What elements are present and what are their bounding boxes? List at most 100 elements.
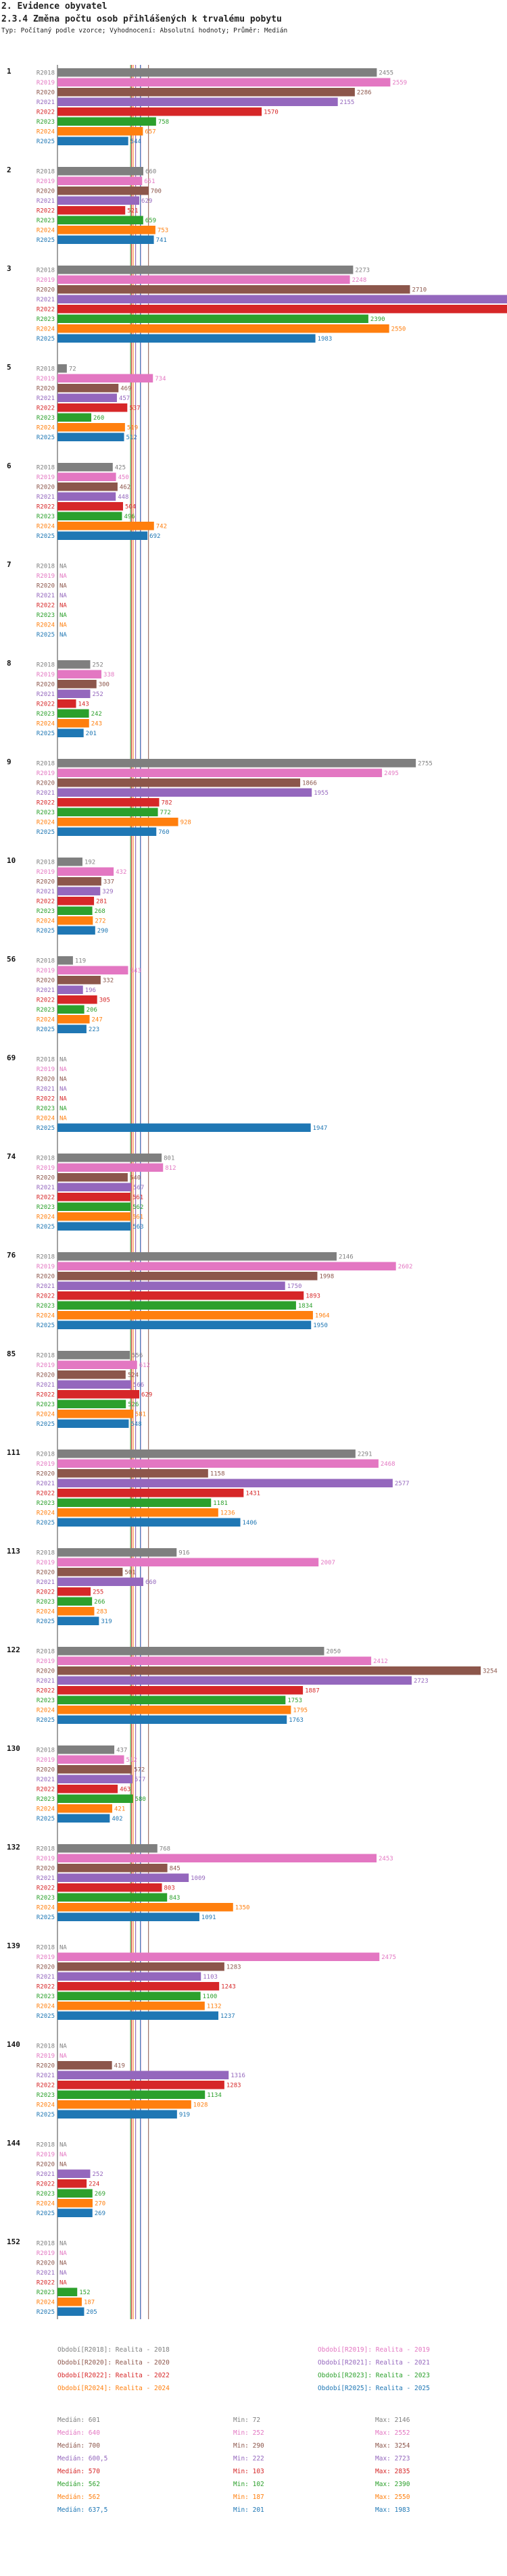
na-label: NA — [59, 2270, 67, 2277]
data-label: 260 — [93, 415, 104, 422]
series-tick-label: R2023 — [37, 908, 55, 915]
data-label: 556 — [132, 1353, 143, 1360]
data-label: 1283 — [226, 2083, 241, 2089]
na-label: NA — [59, 1086, 67, 1093]
series-tick-label: R2021 — [37, 790, 55, 797]
series-tick-label: R2023 — [37, 1106, 55, 1112]
stat-max: Max: 1983 — [375, 2506, 410, 2514]
data-label: 432 — [116, 869, 126, 876]
bar — [57, 305, 507, 314]
data-label: 1316 — [231, 2073, 245, 2079]
bar — [57, 1193, 130, 1202]
legend-entry: Období[R2018]: Realita - 2018 — [57, 2346, 170, 2354]
bar — [57, 670, 102, 678]
series-tick-label: R2021 — [37, 2171, 55, 2178]
bar — [57, 877, 101, 886]
data-label: 660 — [145, 1579, 156, 1586]
bar — [57, 176, 143, 185]
data-label: 566 — [133, 1382, 144, 1389]
data-label: 2723 — [414, 1678, 429, 1685]
series-tick-label: R2018 — [37, 1353, 55, 1360]
data-label: 561 — [132, 1214, 143, 1221]
series-tick-label: R2023 — [37, 1698, 55, 1704]
data-label: 462 — [120, 485, 130, 491]
group-label: 152 — [7, 2237, 20, 2246]
series-tick-label: R2022 — [37, 2280, 55, 2287]
bar — [57, 719, 89, 728]
bar — [57, 1252, 337, 1261]
series-tick-label: R2021 — [37, 691, 55, 698]
series-tick-label: R2019 — [37, 376, 55, 382]
stat-max: Max: 3254 — [375, 2442, 410, 2450]
bar — [57, 334, 316, 343]
stat-min: Min: 290 — [233, 2442, 264, 2450]
data-label: 845 — [170, 1866, 180, 1873]
bar — [57, 778, 301, 787]
bar — [57, 1656, 372, 1665]
bar — [57, 1962, 224, 1971]
data-label: 504 — [125, 504, 136, 511]
data-label: 1964 — [315, 1313, 330, 1320]
data-label: 2291 — [358, 1452, 372, 1458]
data-label: 300 — [99, 682, 110, 689]
bar — [57, 482, 118, 491]
data-label: 223 — [89, 1026, 99, 1033]
data-label: 1998 — [319, 1274, 334, 1281]
data-label: 332 — [103, 978, 114, 985]
data-label: 581 — [135, 1412, 146, 1418]
data-label: 425 — [115, 465, 126, 472]
data-label: 2602 — [398, 1264, 413, 1270]
bar — [57, 1616, 99, 1625]
series-tick-label: R2020 — [37, 386, 55, 393]
bar — [57, 196, 140, 205]
data-label: 501 — [124, 1570, 135, 1577]
na-label: NA — [59, 2241, 67, 2248]
bar — [57, 1873, 189, 1882]
series-tick-label: R2024 — [37, 524, 55, 530]
series-tick-label: R2020 — [37, 583, 55, 590]
na-label: NA — [59, 1066, 67, 1073]
bar — [57, 2090, 206, 2099]
data-label: 252 — [92, 662, 103, 669]
data-label: 268 — [95, 908, 105, 915]
data-label: 1100 — [203, 1993, 218, 2000]
data-label: 255 — [93, 1589, 103, 1596]
series-tick-label: R2025 — [37, 1322, 55, 1329]
series-tick-label: R2019 — [37, 1954, 55, 1961]
series-tick-label: R2024 — [37, 2004, 55, 2010]
series-tick-label: R2023 — [37, 1599, 55, 1606]
series-tick-label: R2020 — [37, 1372, 55, 1379]
bar — [57, 798, 160, 807]
bar — [57, 689, 91, 698]
bar — [57, 117, 156, 126]
series-tick-label: R2023 — [37, 316, 55, 323]
series-tick-label: R2025 — [37, 139, 55, 145]
bar — [57, 1005, 84, 1014]
bar — [57, 502, 123, 511]
bar — [57, 1410, 133, 1418]
bar — [57, 1311, 313, 1320]
data-label: 319 — [101, 1618, 112, 1625]
data-label: 252 — [92, 691, 103, 698]
data-label: 741 — [156, 237, 167, 244]
series-tick-label: R2019 — [37, 1757, 55, 1764]
series-tick-label: R2021 — [37, 593, 55, 599]
series-tick-label: R2018 — [37, 1649, 55, 1656]
group-label: 56 — [7, 955, 16, 964]
data-label: 801 — [164, 1156, 174, 1162]
bar — [57, 976, 101, 985]
series-tick-label: R2018 — [37, 1846, 55, 1853]
bar — [57, 728, 84, 737]
series-tick-label: R2024 — [37, 1017, 55, 1024]
series-tick-label: R2021 — [37, 889, 55, 895]
series-tick-label: R2020 — [37, 1767, 55, 1774]
data-label: 1406 — [243, 1520, 258, 1527]
data-label: 1028 — [193, 2102, 208, 2109]
series-tick-label: R2022 — [37, 1787, 55, 1793]
data-label: 2286 — [357, 90, 372, 97]
data-label: 329 — [102, 889, 113, 895]
series-tick-label: R2023 — [37, 514, 55, 520]
series-tick-label: R2024 — [37, 1806, 55, 1813]
bar — [57, 97, 338, 106]
na-label: NA — [59, 1057, 67, 1064]
